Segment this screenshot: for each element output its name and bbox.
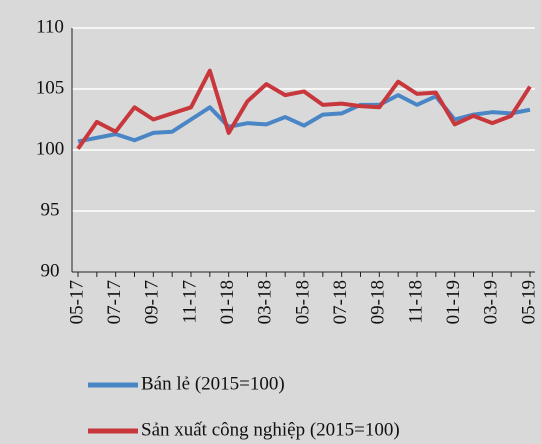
y-tick-label: 100 (36, 138, 65, 159)
x-tick-label: 01-18 (217, 280, 238, 324)
x-tick-label: 01-19 (443, 280, 464, 324)
x-tick-label: 05-17 (66, 280, 87, 324)
x-tick-label: 05-18 (292, 280, 313, 324)
x-tick-label: 07-17 (104, 280, 125, 324)
x-tick-label: 09-18 (368, 280, 389, 324)
x-tick-label: 07-18 (330, 280, 351, 324)
legend-label: Sản xuất công nghiệp (2015=100) (141, 419, 400, 440)
y-tick-label: 95 (41, 199, 60, 220)
series-line (76, 68, 532, 150)
x-tick-label: 03-19 (481, 280, 502, 324)
x-tick-label: 11-18 (405, 280, 426, 324)
y-tick-label: 105 (36, 77, 65, 98)
x-tick-label: 09-17 (142, 280, 163, 324)
legend-label: Bán lẻ (2015=100) (141, 373, 285, 394)
x-tick-label: 05-19 (518, 280, 539, 324)
y-tick-label: 110 (36, 16, 64, 37)
x-tick-label: 03-18 (255, 280, 276, 324)
x-tick-label: 11-17 (179, 280, 200, 324)
series-line (77, 93, 531, 144)
y-tick-label: 90 (41, 260, 60, 281)
